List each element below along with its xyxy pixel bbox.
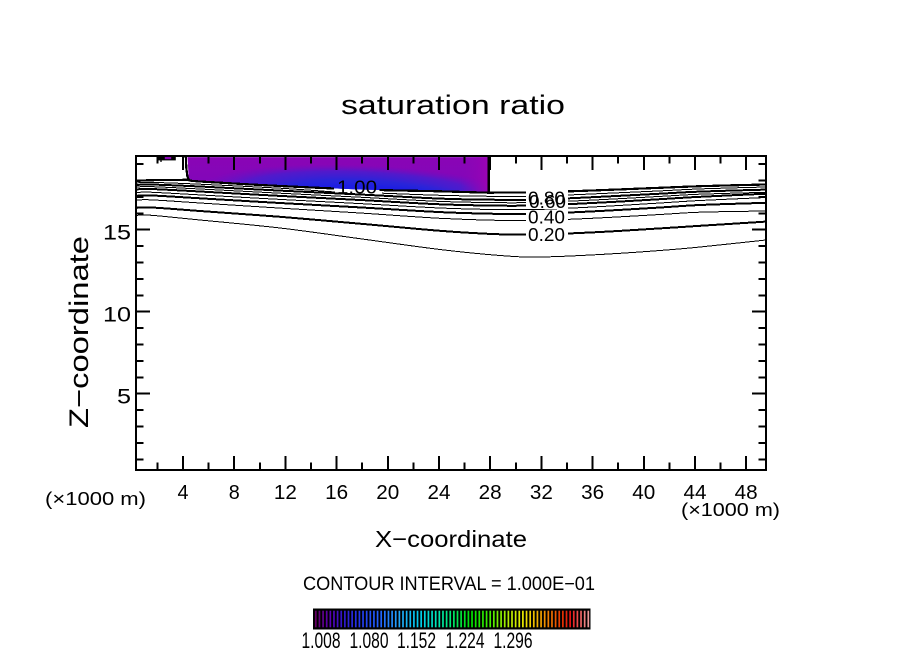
svg-text:0.40: 0.40 [528, 207, 565, 228]
svg-text:X−coordinate: X−coordinate [375, 526, 527, 552]
svg-text:0.60: 0.60 [529, 191, 566, 212]
svg-text:0.20: 0.20 [528, 224, 565, 245]
svg-text:1.296: 1.296 [494, 628, 533, 653]
svg-text:32: 32 [530, 482, 553, 504]
svg-text:20: 20 [376, 482, 399, 504]
svg-text:saturation ratio: saturation ratio [341, 90, 565, 120]
svg-text:1.00: 1.00 [337, 177, 377, 198]
svg-text:(×1000 m): (×1000 m) [681, 499, 780, 520]
svg-text:10: 10 [103, 304, 131, 327]
svg-text:40: 40 [632, 482, 655, 504]
svg-text:24: 24 [428, 482, 451, 504]
svg-text:5: 5 [117, 386, 131, 409]
svg-text:44: 44 [684, 482, 707, 504]
svg-text:36: 36 [581, 482, 604, 504]
svg-text:28: 28 [479, 482, 502, 504]
svg-text:1.008: 1.008 [302, 628, 341, 653]
svg-text:1.080: 1.080 [350, 628, 389, 653]
svg-text:4: 4 [178, 482, 189, 504]
svg-text:48: 48 [735, 482, 758, 504]
svg-text:15: 15 [103, 222, 131, 245]
svg-text:8: 8 [229, 482, 240, 504]
svg-text:CONTOUR INTERVAL = 1.000E−01: CONTOUR INTERVAL = 1.000E−01 [303, 574, 595, 595]
svg-text:1.224: 1.224 [446, 628, 485, 653]
svg-text:Z−coordinate: Z−coordinate [64, 236, 94, 428]
svg-text:12: 12 [274, 482, 297, 504]
svg-text:0.80: 0.80 [528, 188, 565, 209]
svg-text:1.152: 1.152 [397, 628, 436, 653]
svg-text:16: 16 [325, 482, 348, 504]
svg-text:(×1000 m): (×1000 m) [45, 488, 146, 509]
